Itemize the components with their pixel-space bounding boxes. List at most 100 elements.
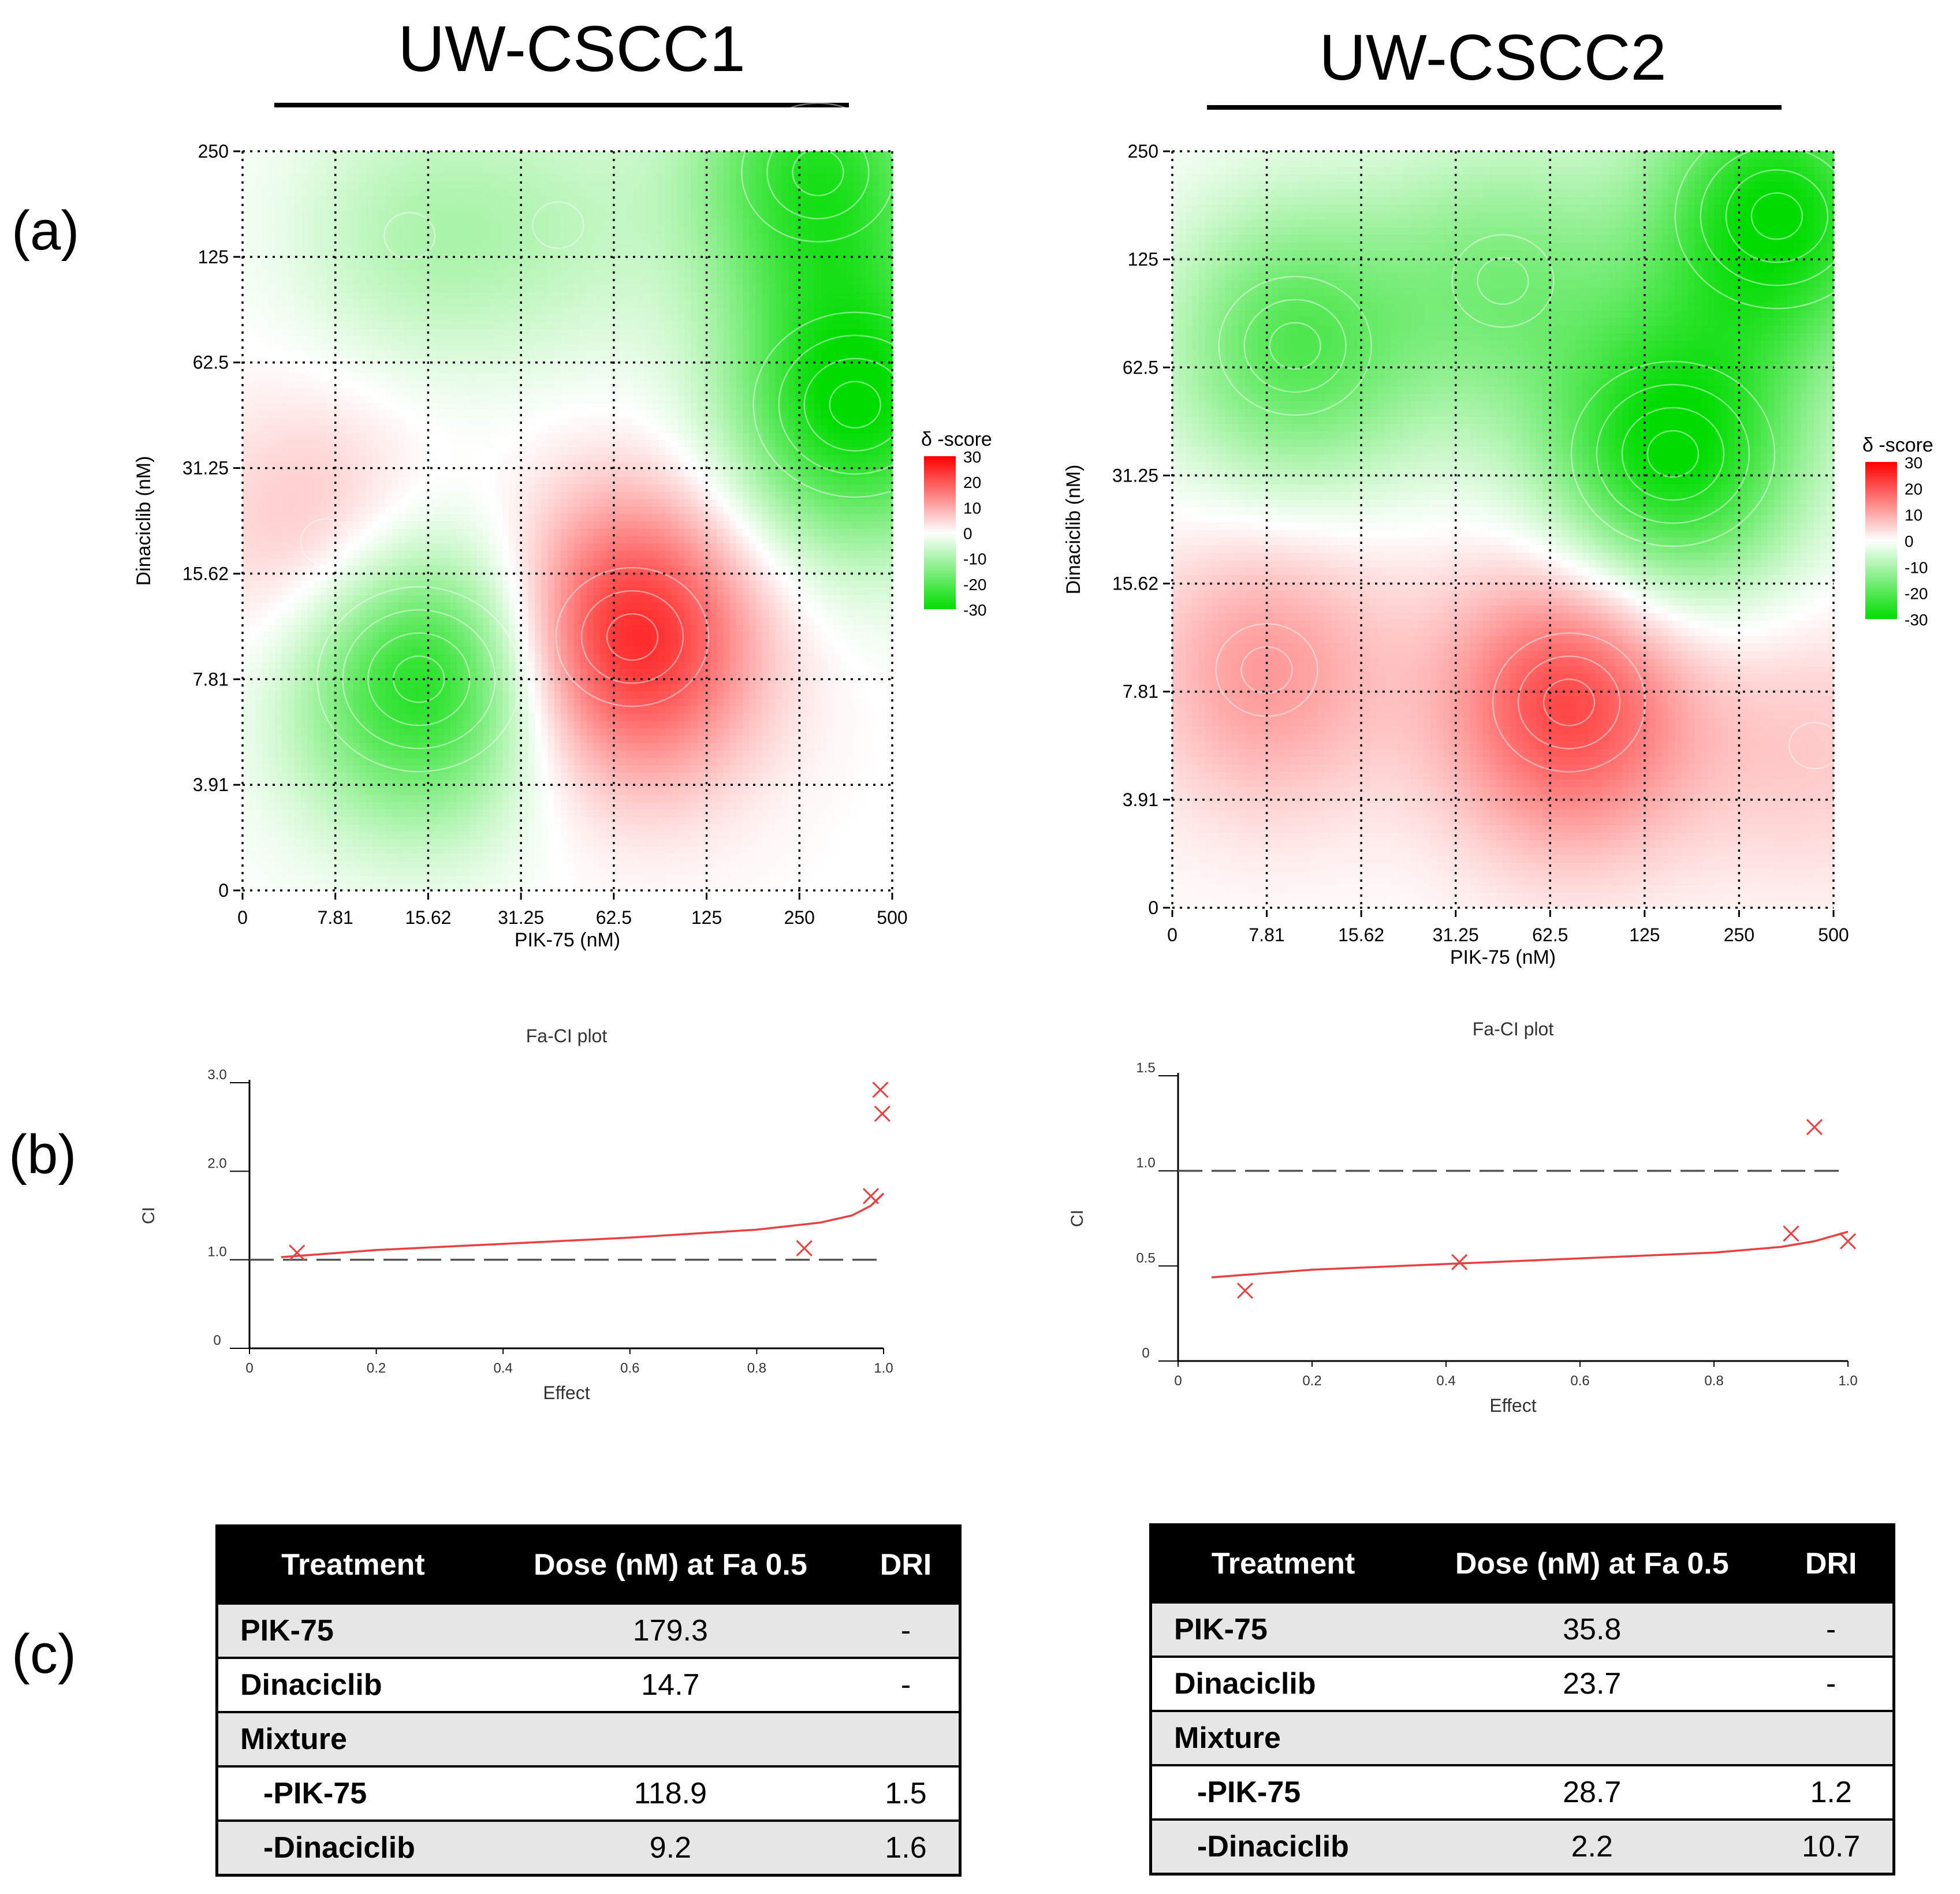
heatmap-cell [359,343,367,352]
heatmap-cell [333,786,341,795]
heatmap-cell [307,550,315,558]
heatmap-cell [301,513,308,521]
heatmap-cell [418,506,425,514]
heatmap-cell [314,491,321,499]
heatmap-cell [418,860,425,869]
heatmap-cell [333,713,341,721]
heatmap-cell [509,269,516,278]
heatmap-cell [295,587,302,595]
heatmap-cell [418,498,425,507]
heatmap-cell [340,602,347,610]
heatmap-cell [321,195,328,204]
heatmap-cell [379,210,386,218]
heatmap-cell [521,240,529,248]
heatmap-cell [249,484,256,492]
heatmap-cell [269,314,276,322]
heatmap-cell [340,269,347,278]
heatmap-cell [372,875,380,883]
heatmap-cell [255,609,263,618]
heatmap-cell [301,269,308,278]
heatmap-cell [295,181,302,189]
heatmap-cell [554,476,562,484]
heatmap-cell [288,166,295,174]
heatmap-cell [437,609,445,618]
heatmap-cell [327,417,334,426]
column-title-rule-right [1207,105,1782,110]
heatmap-cell [535,195,542,204]
heatmap-cell [489,676,497,684]
heatmap-cell [307,595,315,603]
heatmap-cell [281,484,289,492]
heatmap-cell [554,661,562,669]
heatmap-cell [398,380,406,389]
heatmap-cell [463,498,471,507]
heatmap-cell [379,329,386,337]
heatmap-cell [275,801,282,810]
heatmap-cell [327,720,334,729]
heatmap-cell [392,417,399,426]
heatmap-cell [295,343,302,352]
heatmap-cell [359,366,367,374]
heatmap-cell [295,314,302,322]
heatmap-cell [281,461,289,470]
heatmap-cell [340,151,347,159]
heatmap-cell [255,720,263,729]
heatmap-cell [431,498,438,507]
heatmap-cell [431,240,438,248]
heatmap-cell [295,491,302,499]
heatmap-cell [483,743,490,751]
heatmap-cell [359,720,367,729]
heatmap-cell [424,587,432,595]
heatmap-cell [405,321,412,329]
heatmap-cell [269,831,276,840]
heatmap-cell [301,831,308,840]
heatmap-cell [495,846,503,854]
heatmap-cell [353,203,360,211]
heatmap-cell [379,823,386,832]
heatmap-cell [535,336,542,344]
heatmap-cell [333,838,341,847]
heatmap-cell [450,713,458,721]
heatmap-cell [327,380,334,389]
heatmap-cell [476,743,484,751]
heatmap-cell [307,572,315,581]
heatmap-cell [379,498,386,507]
heatmap-cell [353,181,360,189]
heatmap-cell [249,476,256,484]
heatmap-cell [275,669,282,677]
heatmap-cell [411,720,419,729]
heatmap-cell [469,816,477,825]
heatmap-cell [547,683,555,692]
heatmap-cell [418,809,425,817]
heatmap-cell [255,513,263,521]
heatmap-cell [281,706,289,714]
heatmap-cell [372,484,380,492]
heatmap-cell [385,225,393,233]
heatmap-cell [515,786,523,795]
heatmap-cell [275,816,282,825]
heatmap-cell [398,654,406,662]
heatmap-cell [340,617,347,625]
heatmap-cell [463,676,471,684]
heatmap-cell [547,299,555,307]
heatmap-cell [469,676,477,684]
heatmap-cell [476,491,484,499]
heatmap-cell [457,454,464,463]
heatmap-cell [483,417,490,426]
heatmap-cell [314,447,321,455]
heatmap-cell [346,580,354,588]
heatmap-cell [495,780,503,788]
heatmap-cell [314,617,321,625]
heatmap-cell [243,506,250,514]
heatmap-cell [457,210,464,218]
heatmap-cell [457,181,464,189]
heatmap-cell [288,846,295,854]
heatmap-cell [314,654,321,662]
heatmap-cell [314,402,321,411]
heatmap-cell [554,158,562,167]
heatmap-cell [327,225,334,233]
heatmap-cell [255,218,263,226]
heatmap-cell [307,669,315,677]
heatmap-cell [366,181,373,189]
heatmap-cell [411,602,419,610]
